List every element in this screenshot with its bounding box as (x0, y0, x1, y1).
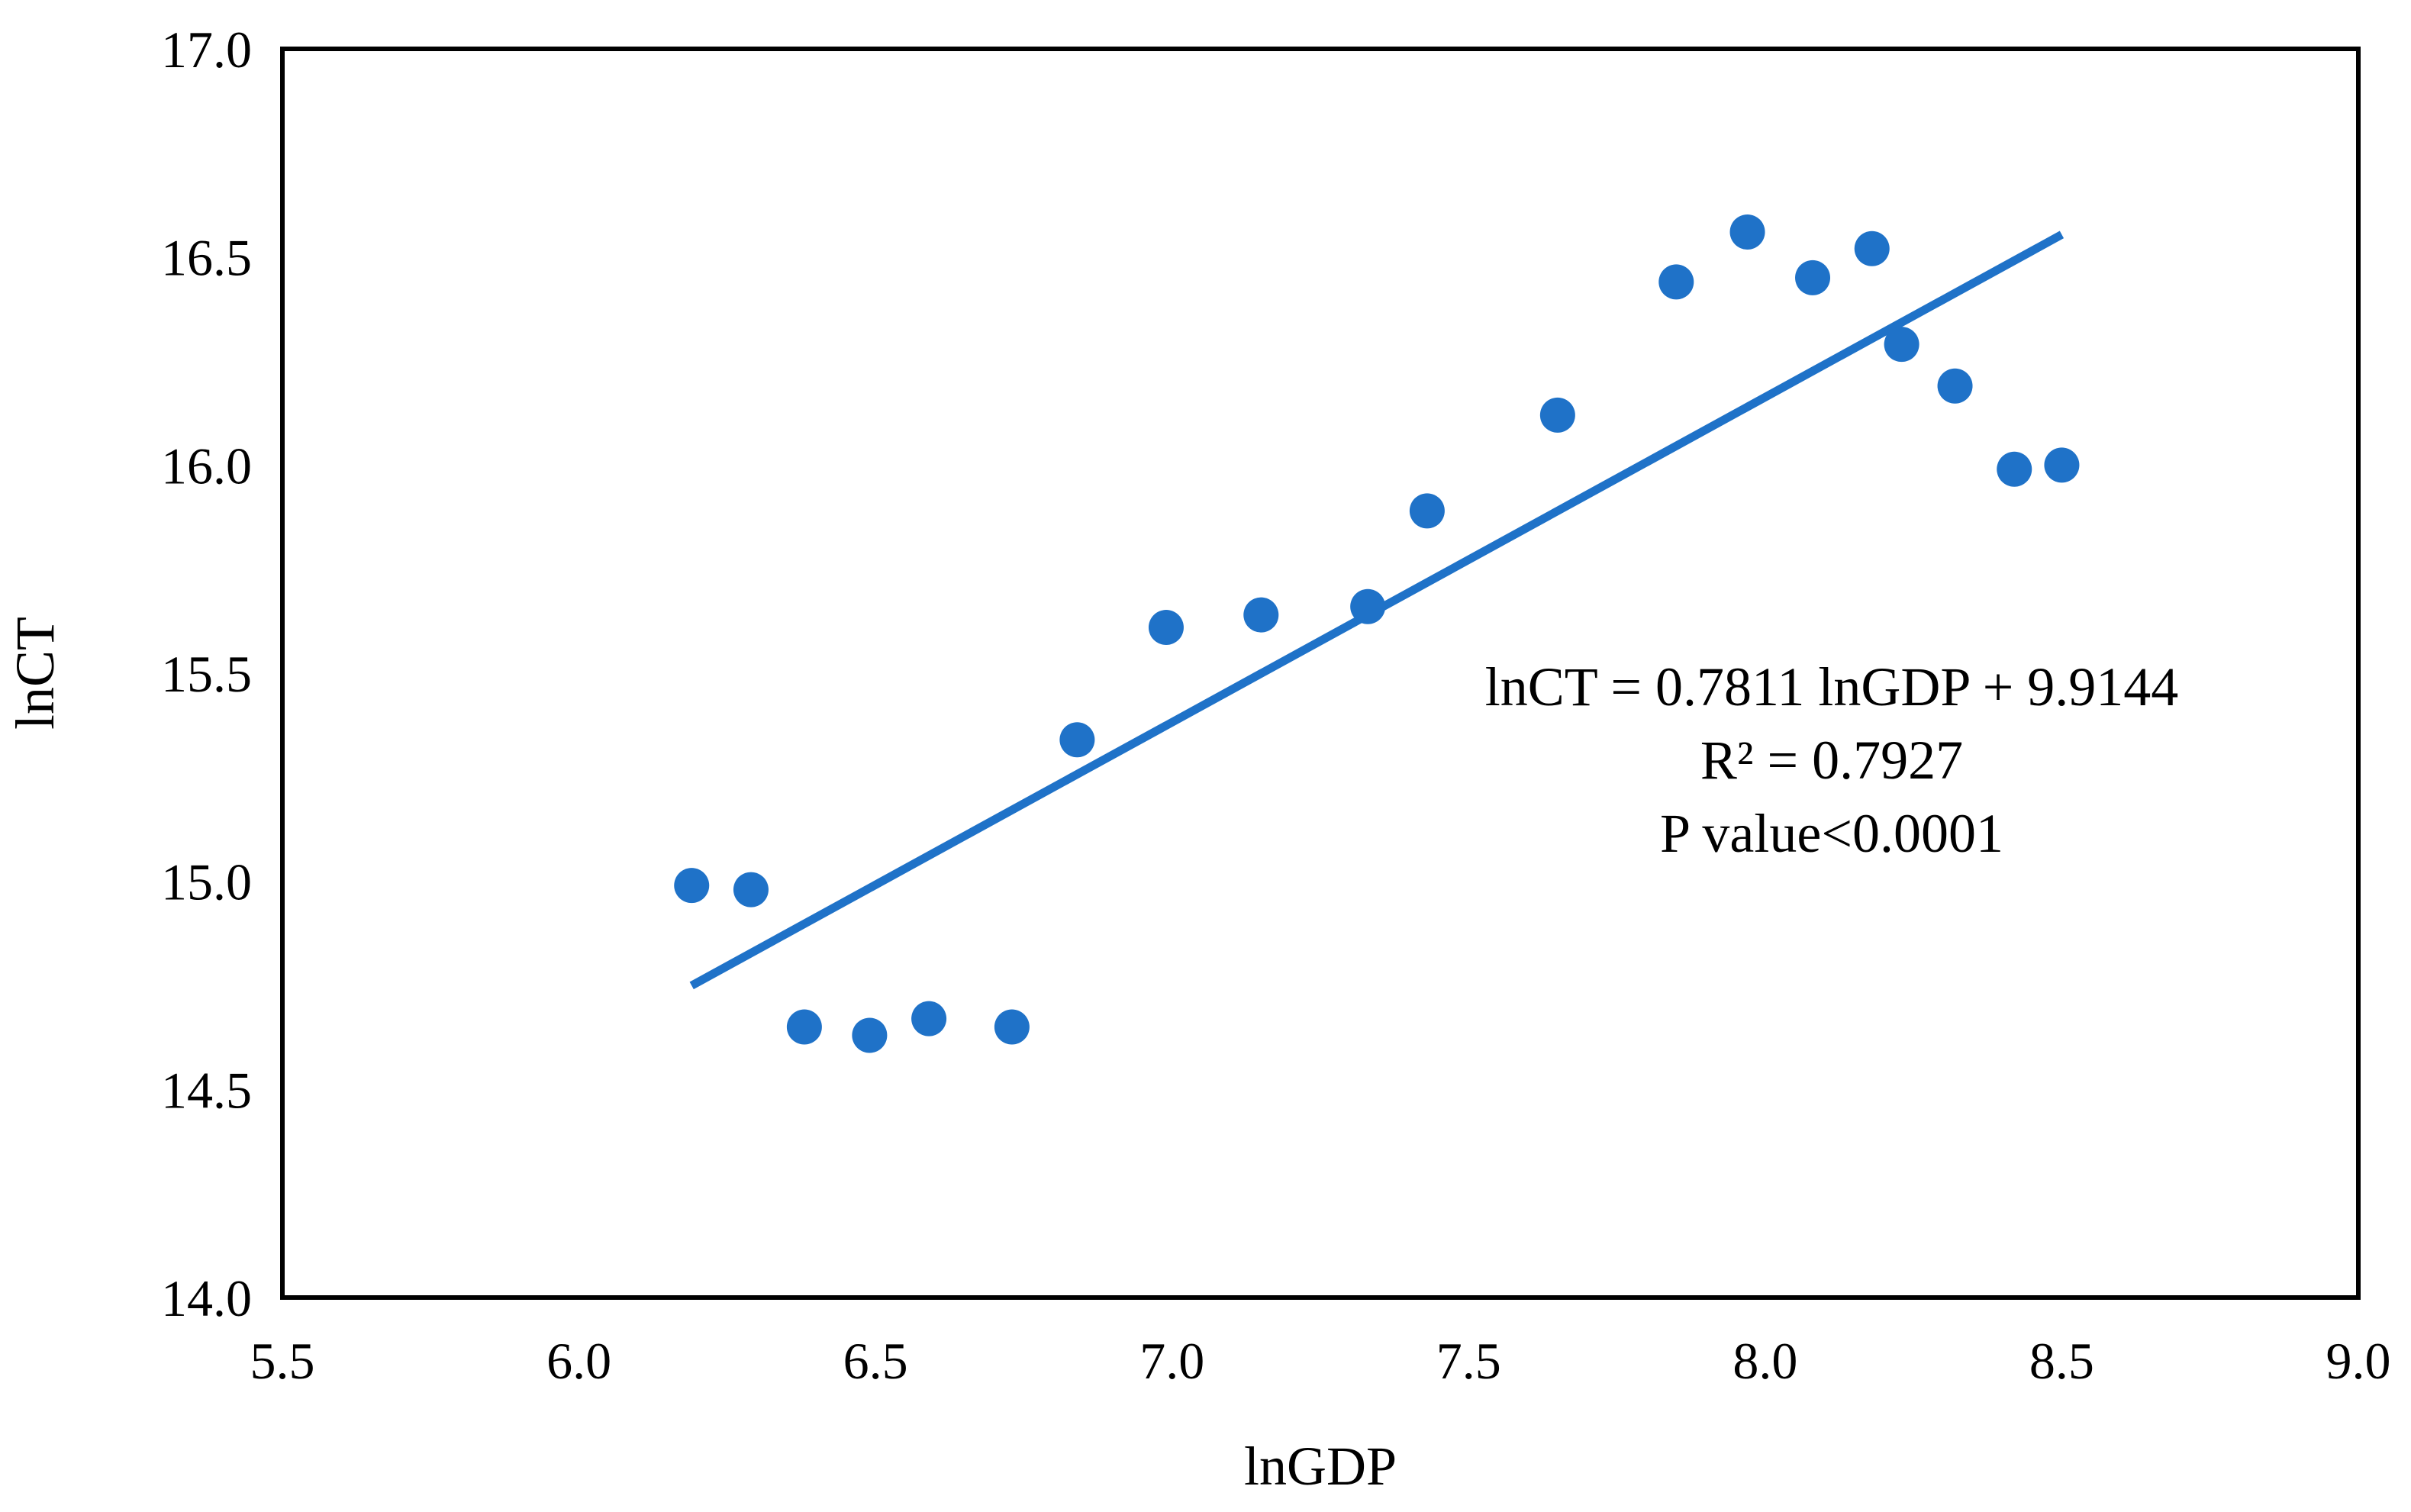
data-point (1997, 451, 2032, 487)
y-tick-label: 16.5 (161, 229, 252, 287)
data-point (1854, 231, 1890, 266)
data-point (674, 868, 710, 904)
data-point (994, 1009, 1030, 1045)
y-tick-label: 16.0 (161, 437, 252, 495)
data-point (852, 1017, 888, 1053)
y-axis-ticks: 14.0 14.5 15.0 15.5 16.0 16.5 17.0 (161, 21, 252, 1327)
data-point (1729, 214, 1765, 250)
x-tick-label: 9.0 (2326, 1332, 2391, 1390)
data-point (1243, 597, 1279, 633)
x-axis-title: lnGDP (1244, 1436, 1397, 1497)
data-point (733, 872, 769, 908)
plot-area-frame (280, 47, 2361, 1300)
regression-equation: lnCT = 0.7811 lnGDP + 9.9144 (1485, 656, 2179, 717)
x-tick-label: 7.5 (1436, 1332, 1501, 1390)
data-point (1350, 588, 1386, 624)
data-point (1148, 610, 1184, 646)
data-point (1795, 260, 1831, 295)
x-axis-ticks: 5.5 6.0 6.5 7.0 7.5 8.0 8.5 9.0 (250, 1332, 2391, 1390)
regression-annotation: lnCT = 0.7811 lnGDP + 9.9144 R² = 0.7927… (1485, 656, 2179, 864)
data-point (1884, 327, 1919, 363)
r-squared-label: R² = 0.7927 (1700, 730, 1963, 791)
y-tick-label: 15.0 (161, 853, 252, 911)
y-tick-label: 14.5 (161, 1061, 252, 1119)
data-point (1658, 264, 1694, 300)
data-point (1539, 397, 1575, 433)
x-tick-label: 8.5 (2029, 1332, 2094, 1390)
p-value-label: P value<0.0001 (1660, 803, 2003, 864)
x-tick-label: 5.5 (250, 1332, 315, 1390)
data-point (2044, 447, 2080, 483)
data-point (786, 1009, 822, 1045)
y-tick-label: 14.0 (161, 1269, 252, 1327)
data-point (1937, 368, 1973, 404)
data-point (1059, 722, 1095, 758)
y-tick-label: 17.0 (161, 21, 252, 79)
data-point (1409, 493, 1445, 529)
x-tick-label: 8.0 (1733, 1332, 1797, 1390)
data-point (911, 1001, 947, 1036)
y-tick-label: 15.5 (161, 645, 252, 703)
x-tick-label: 6.5 (843, 1332, 908, 1390)
data-points (674, 214, 2080, 1053)
x-tick-label: 6.0 (546, 1332, 611, 1390)
y-axis-title: lnCT (5, 617, 66, 730)
x-tick-label: 7.0 (1139, 1332, 1204, 1390)
